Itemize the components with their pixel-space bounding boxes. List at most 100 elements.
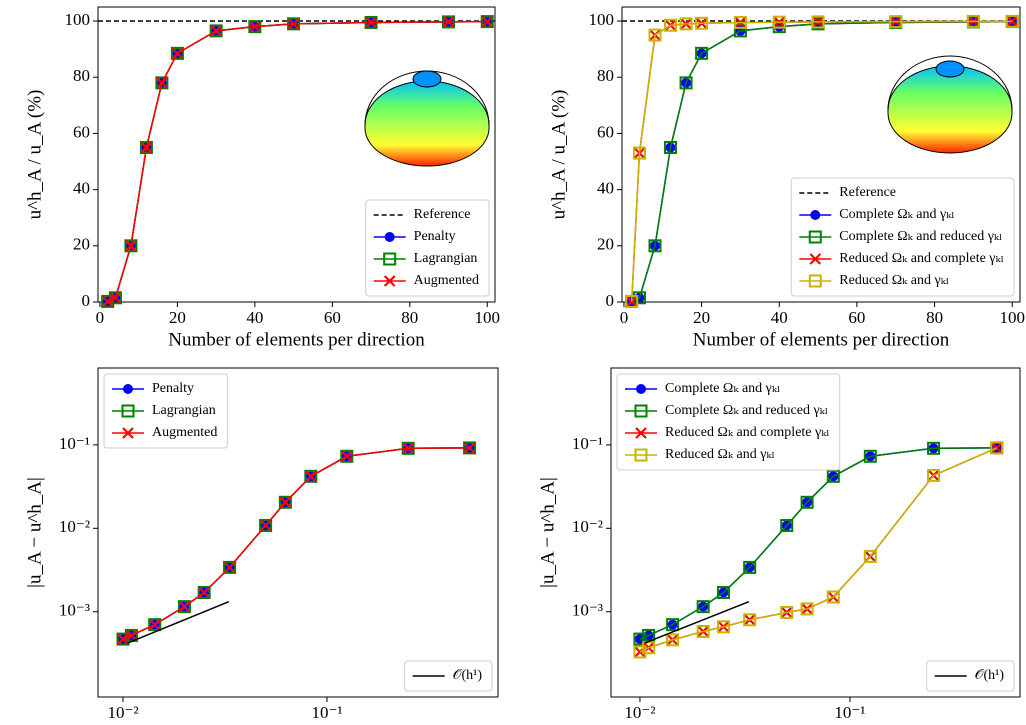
legend-box	[365, 199, 490, 297]
y-tick-label: 100	[589, 10, 615, 29]
y-axis-label: |u_A − u^h_A|	[24, 477, 45, 588]
x-tick-label: 40	[771, 308, 788, 327]
x-tick-label: 0	[620, 308, 629, 327]
marker	[808, 274, 822, 288]
marker	[966, 14, 980, 28]
series-line	[631, 20, 1013, 303]
series-line	[644, 600, 750, 644]
marker	[800, 602, 814, 616]
marker	[140, 141, 153, 154]
series-line	[639, 447, 998, 653]
series-line	[639, 447, 997, 640]
legend: 𝒪(h¹)	[404, 660, 493, 692]
marker	[990, 441, 1004, 455]
marker	[679, 76, 693, 90]
legend-label: Penalty	[414, 229, 456, 244]
y-tick-label: 10⁻²	[59, 517, 90, 536]
y-axis-label: |u_A − u^h_A|	[537, 477, 558, 588]
series-line	[122, 447, 470, 640]
marker	[636, 384, 646, 394]
x-tick-label: 0	[96, 308, 105, 327]
marker	[717, 585, 731, 599]
marker	[210, 25, 222, 37]
marker	[780, 519, 794, 533]
marker	[648, 239, 662, 253]
marker	[109, 292, 122, 304]
marker	[122, 427, 134, 439]
marker	[481, 15, 494, 28]
marker	[402, 442, 414, 455]
series	[633, 441, 1004, 646]
legend-label: 𝒪(h¹)	[975, 668, 1005, 683]
legend-label: Reduced Ωₖ and complete γₖₗ	[839, 251, 1004, 266]
y-tick-label: 40	[73, 179, 90, 198]
plot-frame	[621, 6, 1021, 303]
y-tick-label: 80	[73, 66, 90, 85]
marker	[863, 449, 877, 463]
marker	[223, 560, 237, 574]
marker	[733, 15, 747, 29]
x-tick-label: 100	[475, 308, 501, 327]
series	[625, 14, 1019, 308]
series-line	[127, 600, 230, 644]
marker	[889, 15, 903, 29]
marker	[171, 47, 184, 60]
legend-label: Reference	[839, 185, 896, 200]
marker	[826, 590, 840, 604]
legend-label: Augmented	[414, 273, 479, 288]
legend: 𝒪(h¹)	[926, 660, 1015, 692]
plot-frame	[97, 367, 499, 698]
y-tick-label: 20	[73, 235, 90, 254]
x-tick-label: 10⁻¹	[311, 703, 342, 722]
marker	[442, 16, 455, 28]
marker	[632, 146, 646, 160]
legend-label: Complete Ωₖ and reduced γₖₗ	[665, 403, 828, 418]
marker	[780, 605, 794, 619]
marker	[463, 442, 476, 454]
legend-box	[616, 373, 841, 471]
marker	[177, 600, 191, 614]
x-tick-label: 80	[401, 308, 418, 327]
legend-label: 𝒪(h¹)	[453, 668, 483, 683]
x-tick-label: 60	[848, 308, 865, 327]
marker	[384, 232, 395, 242]
marker	[125, 629, 138, 642]
marker	[124, 239, 138, 253]
marker	[733, 24, 747, 38]
marker	[695, 16, 709, 30]
y-tick-label: 0	[82, 291, 91, 310]
y-tick-label: 10⁻³	[59, 601, 90, 620]
legend-label: Lagrangian	[414, 251, 478, 266]
marker	[148, 618, 161, 631]
x-tick-label: 80	[926, 308, 943, 327]
marker	[811, 15, 825, 29]
marker	[365, 16, 377, 29]
marker	[826, 469, 840, 483]
marker	[148, 618, 162, 632]
y-tick-label: 60	[73, 122, 90, 141]
x-tick-label: 10⁻¹	[834, 703, 865, 722]
series-line	[122, 447, 470, 640]
legend: Penalty Lagrangian Augmented	[103, 373, 228, 449]
y-tick-label: 100	[65, 10, 91, 29]
marker	[695, 46, 709, 60]
x-tick-label: 100	[999, 308, 1025, 327]
x-axis-label: Number of elements per direction	[693, 329, 950, 350]
series-line	[639, 447, 997, 640]
series	[101, 15, 494, 308]
legend-box	[926, 660, 1015, 692]
legend: Complete Ωₖ and γₖₗ Complete Ωₖ and reduc…	[616, 373, 841, 471]
legend-label: Complete Ωₖ and γₖₗ	[665, 381, 780, 396]
y-tick-label: 80	[597, 66, 614, 85]
marker	[625, 294, 639, 308]
legend-label: Complete Ωₖ and γₖₗ	[839, 207, 954, 222]
series-line	[630, 20, 1013, 302]
series-line	[639, 447, 998, 653]
legend-box	[790, 177, 1015, 297]
x-tick-label: 60	[324, 308, 341, 327]
y-tick-label: 0	[606, 291, 615, 310]
marker	[197, 585, 211, 599]
y-tick-label: 60	[597, 122, 614, 141]
marker	[121, 404, 135, 418]
